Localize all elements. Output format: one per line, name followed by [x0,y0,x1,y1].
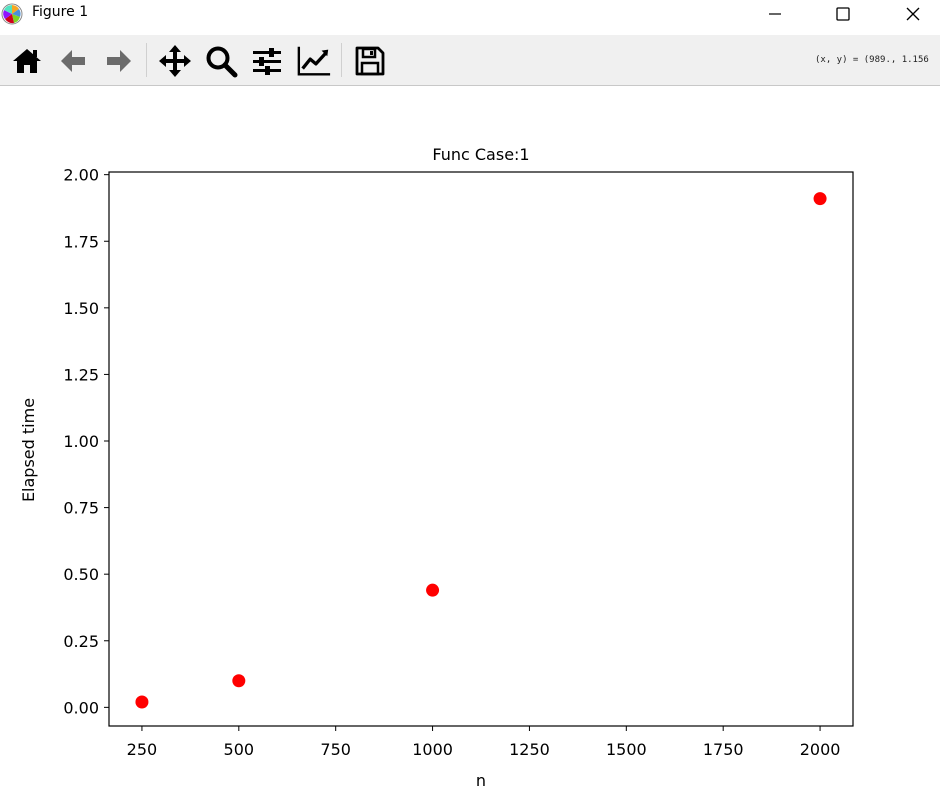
back-button[interactable] [55,43,91,79]
home-icon [13,49,41,73]
data-point [135,695,149,709]
figure-canvas[interactable]: Func Case:1 250 500 750 1000 1250 1500 1750 200… [0,86,940,798]
edit-axis-button[interactable] [296,43,332,79]
x-tick-label: 1000 [412,740,453,759]
scatter-chart: Func Case:1 250 500 750 1000 1250 1500 1750 200… [19,145,854,790]
configure-subplots-button[interactable] [249,43,285,79]
toolbar-separator [146,43,147,77]
plot-area-border [108,171,854,727]
y-axis-ticks: 0.00 0.25 0.50 0.75 1.00 1.25 1.50 1.75 2.00 [63,166,109,717]
y-tick-label: 0.00 [63,698,99,717]
close-icon [906,7,920,21]
arrow-right-icon [107,50,131,72]
data-point [232,674,246,688]
x-tick-label: 500 [224,740,255,759]
navigation-toolbar [0,35,940,86]
axes-frame [108,171,854,727]
x-axis-ticks: 250 500 750 1000 1250 1500 1750 2000 [127,726,841,759]
y-tick-label: 0.75 [63,499,99,518]
minimize-button[interactable] [752,0,798,28]
x-tick-label: 1250 [509,740,550,759]
maximize-button[interactable] [820,0,866,28]
minimize-icon [769,13,781,15]
toolbar-separator [341,43,342,77]
close-button[interactable] [890,0,936,28]
chart-title: Func Case:1 [432,145,529,164]
line-chart-icon [297,46,331,76]
magnifier-icon [206,46,238,78]
sliders-icon [253,48,281,75]
pan-button[interactable] [157,43,193,79]
data-point [813,192,827,206]
matplotlib-logo-icon [1,3,23,25]
y-axis-label: Elapsed time [19,398,38,502]
arrow-left-icon [61,50,85,72]
x-tick-label: 750 [320,740,351,759]
window-titlebar: Figure 1 [0,0,940,28]
cursor-coordinates-readout: (x, y) = (989., 1.156 [815,55,929,65]
y-tick-label: 2.00 [63,166,99,185]
zoom-button[interactable] [203,43,239,79]
home-button[interactable] [9,43,45,79]
y-tick-label: 0.50 [63,565,99,584]
y-tick-label: 1.50 [63,299,99,318]
y-tick-label: 1.75 [63,232,99,251]
maximize-icon [836,7,850,21]
floppy-disk-icon [355,46,385,76]
data-points [135,192,827,709]
x-tick-label: 250 [127,740,158,759]
x-tick-label: 1500 [606,740,647,759]
y-tick-label: 1.25 [63,365,99,384]
data-point [426,583,440,597]
move-icon [159,45,191,77]
x-tick-label: 1750 [703,740,744,759]
window-title: Figure 1 [32,4,89,20]
y-tick-label: 1.00 [63,432,99,451]
forward-button[interactable] [101,43,137,79]
save-button[interactable] [352,43,388,79]
x-axis-label: n [476,771,486,790]
x-tick-label: 2000 [800,740,841,759]
y-tick-label: 0.25 [63,632,99,651]
